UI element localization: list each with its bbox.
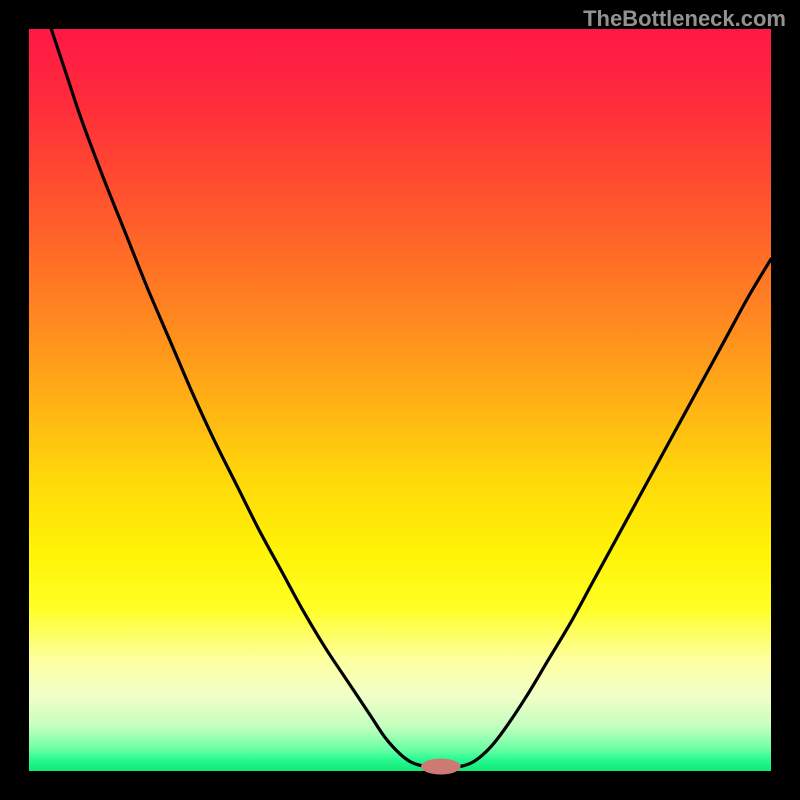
- plot-background: [29, 29, 771, 771]
- watermark-text: TheBottleneck.com: [583, 6, 786, 32]
- optimal-marker: [422, 759, 461, 774]
- chart-frame: TheBottleneck.com: [0, 0, 800, 800]
- bottleneck-chart: [0, 0, 800, 800]
